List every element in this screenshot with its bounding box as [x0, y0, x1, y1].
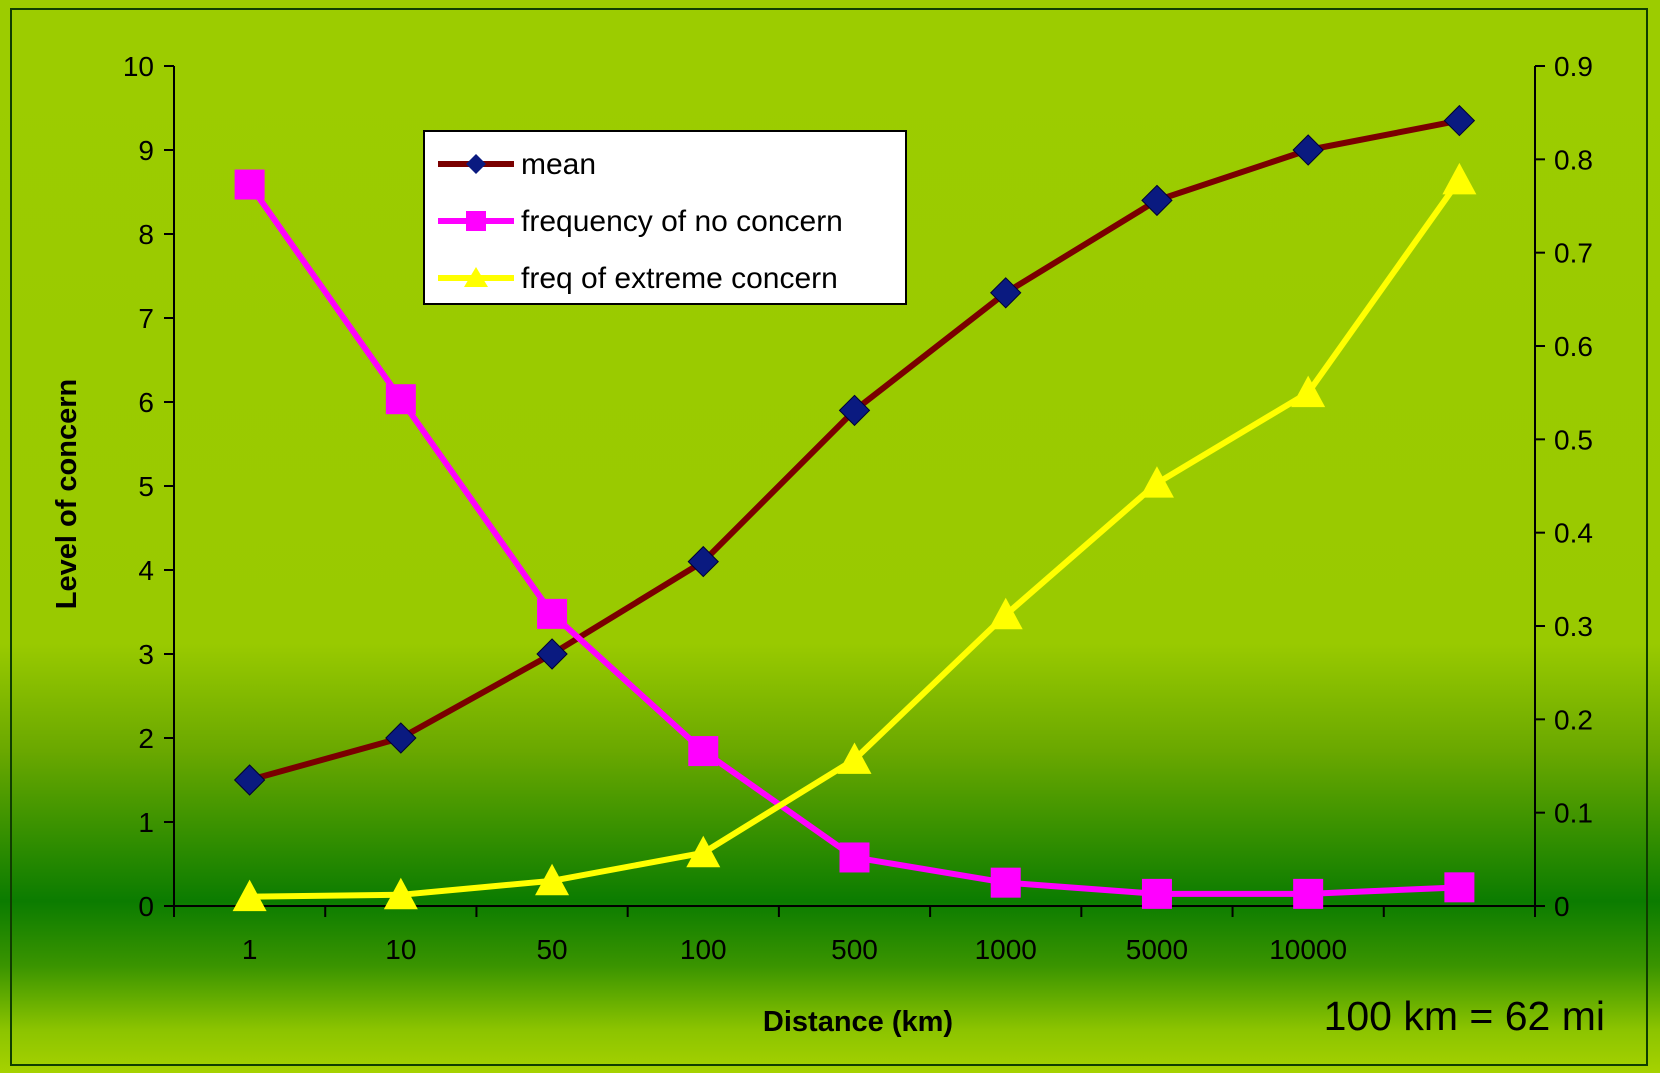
y2-tick-label: 0.4: [1554, 518, 1593, 549]
x-tick-label: 5000: [1126, 934, 1188, 965]
point-mean: [233, 764, 266, 796]
y-axis-title: Level of concern: [51, 379, 83, 609]
y-tick-label: 7: [138, 303, 154, 334]
point-freq-of-extreme-concern: [232, 879, 267, 912]
y-tick-label: 2: [138, 723, 154, 754]
x-tick-label: 1000: [975, 934, 1037, 965]
point-mean: [687, 545, 719, 578]
y-tick-label: 4: [138, 555, 154, 586]
y2-tick-label: 0.7: [1554, 238, 1593, 269]
point-freq-of-extreme-concern: [1291, 375, 1326, 408]
x-tick-label: 100: [680, 934, 727, 965]
y2-tick-label: 0.1: [1554, 798, 1593, 829]
point-freq-of-extreme-concern: [988, 597, 1023, 630]
y2-tick-label: 0.6: [1554, 331, 1593, 362]
legend-marker-mean: [466, 154, 486, 174]
y-tick-label: 6: [138, 387, 154, 418]
y2-tick-label: 0: [1554, 891, 1570, 922]
point-frequency-of-no-concern: [1444, 872, 1475, 903]
point-freq-of-extreme-concern: [837, 742, 872, 774]
y-tick-label: 10: [123, 51, 154, 82]
y2-tick-label: 0.8: [1554, 144, 1593, 175]
point-freq-of-extreme-concern: [1442, 162, 1477, 195]
point-mean: [1141, 184, 1173, 217]
y-tick-label: 3: [138, 639, 154, 670]
x-tick-label: 10000: [1269, 934, 1347, 965]
y2-tick-label: 0.9: [1554, 51, 1593, 82]
x-tick-label: 1: [242, 934, 258, 965]
legend-label-mean: mean: [521, 148, 596, 181]
y2-tick-label: 0.5: [1554, 424, 1593, 455]
point-frequency-of-no-concern: [990, 867, 1021, 898]
y-tick-label: 9: [138, 135, 154, 166]
legend: mean frequency of no concern freq of extre…: [423, 130, 907, 305]
legend-marker-frequency-of-no-concern: [466, 211, 486, 231]
legend-label-frequency-of-no-concern: frequency of no concern: [521, 205, 843, 238]
point-frequency-of-no-concern: [1141, 878, 1172, 909]
point-mean: [990, 277, 1022, 309]
point-freq-of-extreme-concern: [535, 863, 570, 896]
point-mean: [385, 722, 417, 754]
point-freq-of-extreme-concern: [1139, 466, 1174, 498]
y2-tick-label: 0.2: [1554, 704, 1593, 735]
x-tick-label: 500: [831, 934, 878, 965]
x-axis-title: Distance (km): [763, 1006, 953, 1038]
point-freq-of-extreme-concern: [383, 877, 418, 910]
x-tick-label: 50: [536, 934, 567, 965]
y-tick-label: 0: [138, 891, 154, 922]
point-frequency-of-no-concern: [385, 384, 416, 415]
conversion-note: 100 km = 62 mi: [1324, 993, 1605, 1039]
y-tick-label: 5: [138, 471, 154, 502]
y-tick-label: 1: [138, 807, 154, 838]
point-mean: [838, 394, 871, 427]
point-frequency-of-no-concern: [234, 169, 265, 200]
point-frequency-of-no-concern: [1293, 878, 1324, 909]
point-mean: [1292, 134, 1324, 166]
point-frequency-of-no-concern: [839, 842, 870, 873]
y2-tick-label: 0.3: [1554, 611, 1593, 642]
x-tick-label: 10: [385, 934, 416, 965]
axes: 01234567891000.10.20.30.40.50.60.70.80.9…: [123, 51, 1593, 965]
legend-marker-freq-of-extreme-concern: [464, 267, 488, 287]
series-markers: [232, 104, 1477, 912]
point-frequency-of-no-concern: [537, 598, 568, 629]
legend-label-freq-of-extreme-concern: freq of extreme concern: [521, 262, 838, 295]
point-frequency-of-no-concern: [688, 736, 719, 767]
y-tick-label: 8: [138, 219, 154, 250]
point-mean: [536, 638, 568, 670]
point-freq-of-extreme-concern: [686, 835, 721, 868]
point-mean: [1443, 104, 1476, 137]
